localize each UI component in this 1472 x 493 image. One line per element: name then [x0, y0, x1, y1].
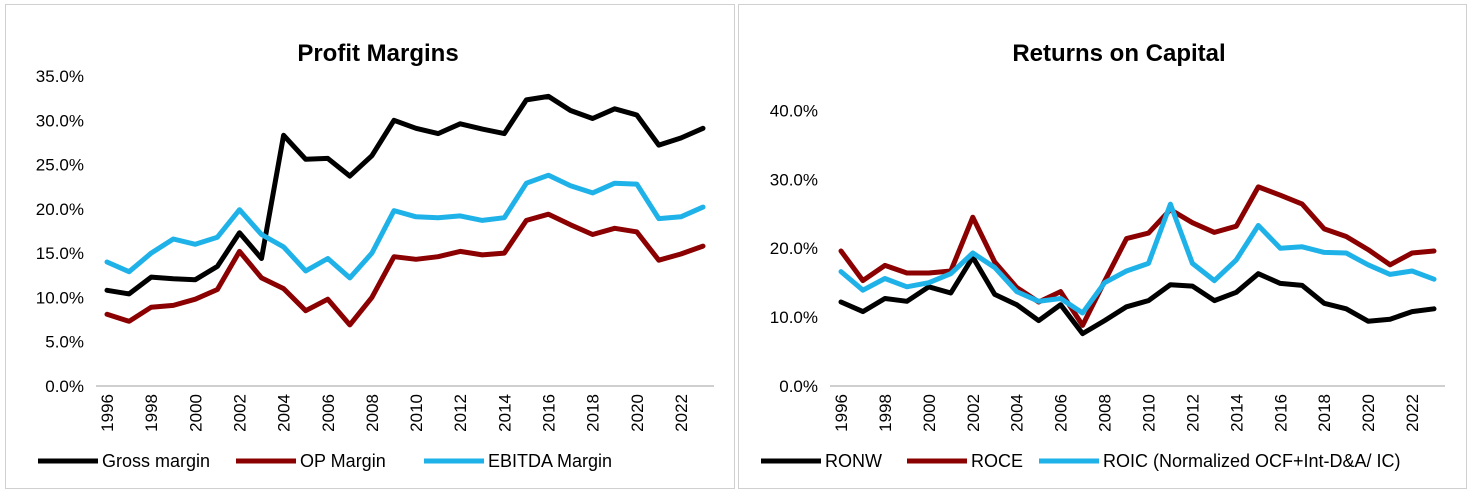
- y-tick-label: 0.0%: [779, 377, 818, 396]
- legend-entry: EBITDA Margin: [488, 451, 612, 471]
- y-tick-label: 25.0%: [36, 156, 84, 175]
- x-tick-label: 2018: [584, 394, 603, 432]
- x-tick-label: 2016: [539, 394, 558, 432]
- y-tick-label: 30.0%: [36, 111, 84, 130]
- legend-entry: ROIC (Normalized OCF+Int-D&A/ IC): [1103, 451, 1401, 471]
- x-tick-label: 1998: [876, 394, 895, 432]
- chart-title: Returns on Capital: [1012, 40, 1225, 67]
- x-tick-label: 2018: [1315, 394, 1334, 432]
- x-tick-label: 2016: [1271, 394, 1290, 432]
- x-tick-label: 2006: [1052, 394, 1071, 432]
- y-tick-label: 40.0%: [770, 101, 818, 120]
- series-line-1: [104, 93, 706, 297]
- legend-entry: RONW: [825, 451, 882, 471]
- x-tick-label: 2000: [186, 394, 205, 432]
- profit-margins-chart: Profit Margins 0.0% 5.0% 10.0% 15.0% 20.0% 25…: [36, 40, 714, 471]
- x-tick-label: 2008: [363, 394, 382, 432]
- x-tick-label: 2010: [1139, 394, 1158, 432]
- series-line-3: [104, 172, 706, 281]
- y-tick-label: 10.0%: [770, 308, 818, 327]
- x-tick-label: 2008: [1096, 394, 1115, 432]
- legend: Gross margin OP Margin EBITDA Margin: [38, 451, 612, 471]
- x-tick-label: 1998: [142, 394, 161, 432]
- x-tick-label: 2014: [495, 394, 514, 432]
- plot-area: 0.0% 5.0% 10.0% 15.0% 20.0% 25.0% 30.0% 35.0% 19…: [36, 67, 714, 432]
- x-tick-label: 2002: [964, 394, 983, 432]
- series-line-1: [838, 254, 1437, 337]
- y-tick-label: 15.0%: [36, 244, 84, 263]
- x-tick-label: 2020: [1359, 394, 1378, 432]
- x-tick-label: 2006: [319, 394, 338, 432]
- chart-title: Profit Margins: [297, 40, 458, 67]
- x-tick-label: 2000: [920, 394, 939, 432]
- y-tick-label: 35.0%: [36, 67, 84, 86]
- x-tick-label: 2012: [1183, 394, 1202, 432]
- x-tick-label: 2004: [275, 394, 294, 432]
- x-tick-label: 1996: [832, 394, 851, 432]
- series-line-2: [838, 184, 1437, 328]
- series-line-2: [104, 211, 706, 328]
- returns-on-capital-panel: Returns on Capital 0.0% 10.0% 20.0% 30.0% 40…: [738, 4, 1467, 489]
- y-tick-label: 0.0%: [45, 377, 84, 396]
- x-tick-label: 2022: [1403, 394, 1422, 432]
- x-tick-label: 2010: [407, 394, 426, 432]
- x-tick-label: 2004: [1008, 394, 1027, 432]
- legend: RONW ROCE ROIC (Normalized OCF+Int-D&A/ IC…: [761, 451, 1401, 471]
- legend-entry: Gross margin: [102, 451, 210, 471]
- y-tick-label: 20.0%: [36, 200, 84, 219]
- x-tick-label: 1996: [98, 394, 117, 432]
- x-tick-label: 2014: [1227, 394, 1246, 432]
- x-tick-label: 2002: [230, 394, 249, 432]
- x-tick-label: 2012: [451, 394, 470, 432]
- legend-entry: ROCE: [971, 451, 1023, 471]
- profit-margins-panel: Profit Margins 0.0% 5.0% 10.0% 15.0% 20.0% 25…: [5, 4, 735, 489]
- y-tick-label: 5.0%: [45, 333, 84, 352]
- x-tick-label: 2020: [628, 394, 647, 432]
- y-tick-label: 30.0%: [770, 170, 818, 189]
- plot-area: 0.0% 10.0% 20.0% 30.0% 40.0% 1996 1998 2000 2002…: [770, 101, 1445, 432]
- legend-entry: OP Margin: [300, 451, 386, 471]
- series-line-3: [838, 201, 1437, 316]
- y-tick-label: 20.0%: [770, 239, 818, 258]
- returns-on-capital-chart: Returns on Capital 0.0% 10.0% 20.0% 30.0% 40…: [761, 40, 1445, 471]
- y-tick-label: 10.0%: [36, 288, 84, 307]
- x-tick-label: 2022: [672, 394, 691, 432]
